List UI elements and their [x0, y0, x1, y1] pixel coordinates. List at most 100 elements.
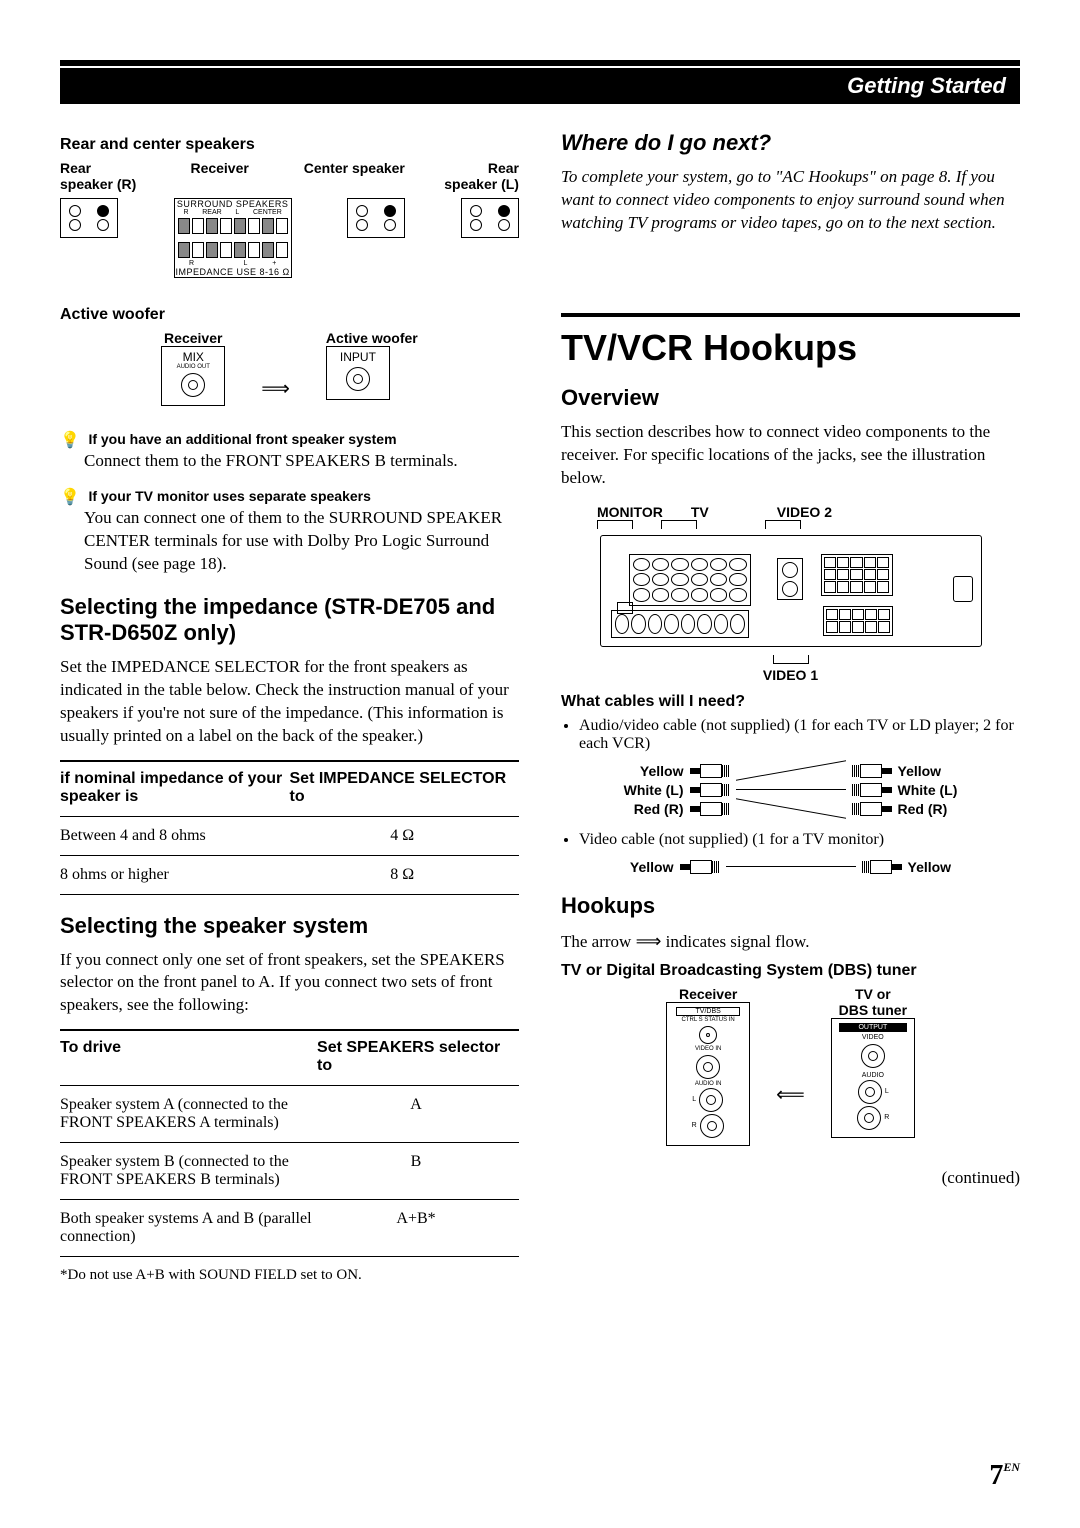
- continued: (continued): [561, 1168, 1020, 1188]
- hk-ctrls: CTRL S STATUS IN: [670, 1017, 746, 1023]
- aw-receiver-label: Receiver: [161, 330, 225, 346]
- table-row: Both speaker systems A and B (parallel c…: [60, 1200, 519, 1257]
- imp-th2: Set IMPEDANCE SELECTOR to: [290, 761, 520, 817]
- cable-bullet-2: Video cable (not supplied) (1 for a TV m…: [579, 831, 1020, 849]
- lbl-center: Center speaker: [304, 160, 405, 176]
- arrow-symbol-icon: ⟹: [636, 931, 662, 951]
- page-number-value: 7: [989, 1460, 1003, 1491]
- tip2-body: You can connect one of them to the SURRO…: [84, 507, 519, 576]
- section-title: Getting Started: [847, 73, 1006, 99]
- header-strip: Getting Started: [60, 68, 1020, 104]
- vcable-yellow-l: Yellow: [604, 859, 674, 875]
- left-column: Rear and center speakers Rear speaker (R…: [60, 130, 519, 1284]
- rear-panel-diagram: MONITOR TV VIDEO 2: [561, 504, 1020, 683]
- speaker-sys-heading: Selecting the speaker system: [60, 913, 519, 939]
- lbl-receiver: Receiver: [190, 160, 248, 176]
- overview-heading: Overview: [561, 385, 1020, 411]
- surround-speakers-label: SURROUND SPEAKERS: [175, 199, 291, 209]
- table-row: Speaker system A (connected to the FRONT…: [60, 1086, 519, 1143]
- term-center: CENTER: [253, 209, 282, 216]
- rear-center-heading: Rear and center speakers: [60, 136, 519, 154]
- speaker-rear-l: [461, 198, 519, 238]
- signal-arrow-icon: ⟹: [261, 376, 290, 401]
- hk-R1: R: [692, 1122, 697, 1129]
- spk-footnote: *Do not use A+B with SOUND FIELD set to …: [60, 1267, 519, 1284]
- page-number: 7EN: [989, 1460, 1020, 1492]
- active-woofer-diagram: Receiver MIX AUDIO OUT ⟹ Active woofer I…: [60, 330, 519, 406]
- spk-r3c2: A+B*: [317, 1200, 519, 1257]
- hk-ctrl-jack: [699, 1026, 717, 1044]
- section-rule: [561, 313, 1020, 317]
- tip-icon: [60, 487, 80, 507]
- speakers-table: To drive Set SPEAKERS selector to Speake…: [60, 1029, 519, 1257]
- tip-icon: [60, 430, 80, 450]
- lbl-video1: VIDEO 1: [763, 667, 818, 683]
- av-cable-diagram: Yellow Yellow White (L) White (L) Red (R…: [561, 763, 1020, 817]
- audio-out-label: AUDIO OUT: [165, 364, 221, 370]
- cable-red-l: Red (R): [614, 801, 684, 817]
- hookup-sub: TV or Digital Broadcasting System (DBS) …: [561, 962, 1020, 980]
- spk-r1c2: A: [317, 1086, 519, 1143]
- imp-r2c1: 8 ohms or higher: [60, 855, 290, 894]
- cable-white-r: White (L): [898, 782, 968, 798]
- hk-output: OUTPUT: [839, 1023, 907, 1032]
- spk-th2: Set SPEAKERS selector to: [317, 1030, 519, 1086]
- tip1-body: Connect them to the FRONT SPEAKERS B ter…: [84, 450, 519, 473]
- hk-tv-r-jack: [857, 1106, 881, 1130]
- hk-L2: L: [885, 1088, 889, 1095]
- hk-tv-l-jack: [858, 1080, 882, 1104]
- imp-note: IMPEDANCE USE 8-16 Ω: [175, 267, 291, 277]
- top-black-bar: [60, 60, 1020, 66]
- receiver-rear-block: SURROUND SPEAKERS R REAR L CENTER RL+: [174, 198, 292, 278]
- imp-r2c2: 8 Ω: [290, 855, 520, 894]
- lbl-video2: VIDEO 2: [777, 504, 832, 520]
- mix-jack: [181, 373, 205, 397]
- hk-r-jack: [700, 1114, 724, 1138]
- hk-receiver: Receiver: [666, 986, 750, 1002]
- hk-video-jack: [696, 1055, 720, 1079]
- rear-center-diagram: Rear speaker (R) Receiver Center speaker…: [60, 160, 519, 278]
- spk-th1: To drive: [60, 1030, 317, 1086]
- vcable-yellow-r: Yellow: [908, 859, 978, 875]
- hk-tvdbs: TV/DBS: [676, 1007, 740, 1016]
- lbl-rear-r: Rear speaker (R): [60, 160, 136, 192]
- hk-tv-box: OUTPUT VIDEO AUDIO L R: [831, 1018, 915, 1138]
- impedance-heading: Selecting the impedance (STR-DE705 and S…: [60, 594, 519, 646]
- cable-white-l: White (L): [614, 782, 684, 798]
- imp-r1c1: Between 4 and 8 ohms: [60, 816, 290, 855]
- where-body: To complete your system, go to "AC Hooku…: [561, 166, 1020, 235]
- spk-r2c1: Speaker system B (connected to the FRONT…: [60, 1143, 317, 1200]
- cables-list: Audio/video cable (not supplied) (1 for …: [561, 717, 1020, 753]
- hk-R2: R: [884, 1114, 889, 1121]
- cable-yellow-l: Yellow: [614, 763, 684, 779]
- tvvcr-heading: TV/VCR Hookups: [561, 327, 1020, 369]
- hk-dbs: DBS tuner: [831, 1002, 915, 1018]
- speaker-sys-body: If you connect only one set of front spe…: [60, 949, 519, 1018]
- impedance-body: Set the IMPEDANCE SELECTOR for the front…: [60, 656, 519, 748]
- hookups-heading: Hookups: [561, 893, 1020, 919]
- active-woofer-heading: Active woofer: [60, 306, 519, 324]
- cable-yellow-r: Yellow: [898, 763, 968, 779]
- hk-tv-or: TV or: [855, 986, 891, 1002]
- lbl-monitor: MONITOR: [597, 504, 663, 520]
- tip2-title: If your TV monitor uses separate speaker…: [88, 488, 370, 504]
- hookups-body-a: The arrow: [561, 932, 636, 951]
- impedance-table: if nominal impedance of your speaker is …: [60, 760, 519, 895]
- spk-r2c2: B: [317, 1143, 519, 1200]
- hk-video-in: VIDEO IN: [670, 1046, 746, 1052]
- hk-L1: L: [692, 1096, 696, 1103]
- aw-woofer-label: Active woofer: [326, 330, 418, 346]
- table-row: 8 ohms or higher 8 Ω: [60, 855, 519, 894]
- table-row: Between 4 and 8 ohms 4 Ω: [60, 816, 519, 855]
- imp-th1: if nominal impedance of your speaker is: [60, 761, 290, 817]
- term-r: R: [184, 209, 189, 216]
- overview-body: This section describes how to connect vi…: [561, 421, 1020, 490]
- cables-heading: What cables will I need?: [561, 693, 1020, 711]
- input-jack: [346, 367, 370, 391]
- tip-2: If your TV monitor uses separate speaker…: [60, 487, 519, 576]
- hk-tv-video-jack: [861, 1044, 885, 1068]
- hk-video: VIDEO: [835, 1034, 911, 1041]
- input-label: INPUT: [330, 350, 386, 364]
- table-row: Speaker system B (connected to the FRONT…: [60, 1143, 519, 1200]
- signal-arrow-icon: ⟸: [776, 1082, 805, 1107]
